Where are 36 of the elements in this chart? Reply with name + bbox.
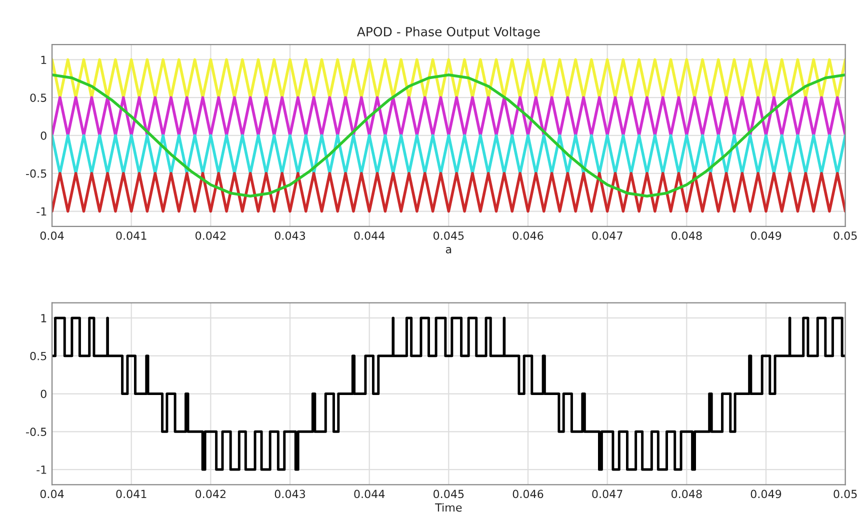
line-series xyxy=(52,73,846,198)
x-tick-label: 0.041 xyxy=(116,490,146,498)
x-axis-title: Time xyxy=(435,503,462,512)
x-tick-label: 0.046 xyxy=(512,490,544,498)
x-tick-label: 0.045 xyxy=(434,490,464,498)
y-tick-label: 1 xyxy=(41,314,46,322)
y-tick-label: 0.5 xyxy=(30,352,46,360)
x-tick-label: 0.042 xyxy=(196,490,226,498)
y-tick-label: -1 xyxy=(36,466,46,474)
y-tick-label: 0 xyxy=(40,131,46,140)
x-tick-label: 0.049 xyxy=(750,231,782,240)
y-tick-label: 0.5 xyxy=(30,94,46,102)
x-tick-label: 0.05 xyxy=(834,231,857,240)
x-tick-label: 0.042 xyxy=(196,231,226,240)
x-tick-label: 0.048 xyxy=(671,231,702,240)
x-tick-label: 0.049 xyxy=(750,490,782,498)
x-tick-label: 0.043 xyxy=(274,490,306,498)
y-tick-label: -0.5 xyxy=(26,169,46,178)
x-tick-label: 0.044 xyxy=(354,231,385,240)
y-tick-label: -0.5 xyxy=(26,428,46,436)
chart-title: APOD - Phase Output Voltage xyxy=(356,26,540,39)
y-tick-label: -1 xyxy=(36,207,46,216)
x-tick-label: 0.05 xyxy=(834,490,857,498)
x-tick-label: 0.045 xyxy=(434,231,464,240)
y-tick-label: 0 xyxy=(40,390,46,398)
x-tick-label: 0.048 xyxy=(671,490,702,498)
x-tick-label: 0.041 xyxy=(116,231,146,240)
x-axis-title: a xyxy=(446,247,452,254)
x-tick-label: 0.04 xyxy=(40,231,64,240)
x-tick-label: 0.04 xyxy=(40,490,64,498)
y-tick-label: 1 xyxy=(41,56,46,64)
x-tick-label: 0.043 xyxy=(274,231,306,240)
x-tick-label: 0.047 xyxy=(592,231,622,240)
x-tick-label: 0.044 xyxy=(354,490,385,498)
x-tick-label: 0.047 xyxy=(592,490,622,498)
x-tick-label: 0.046 xyxy=(512,231,544,240)
